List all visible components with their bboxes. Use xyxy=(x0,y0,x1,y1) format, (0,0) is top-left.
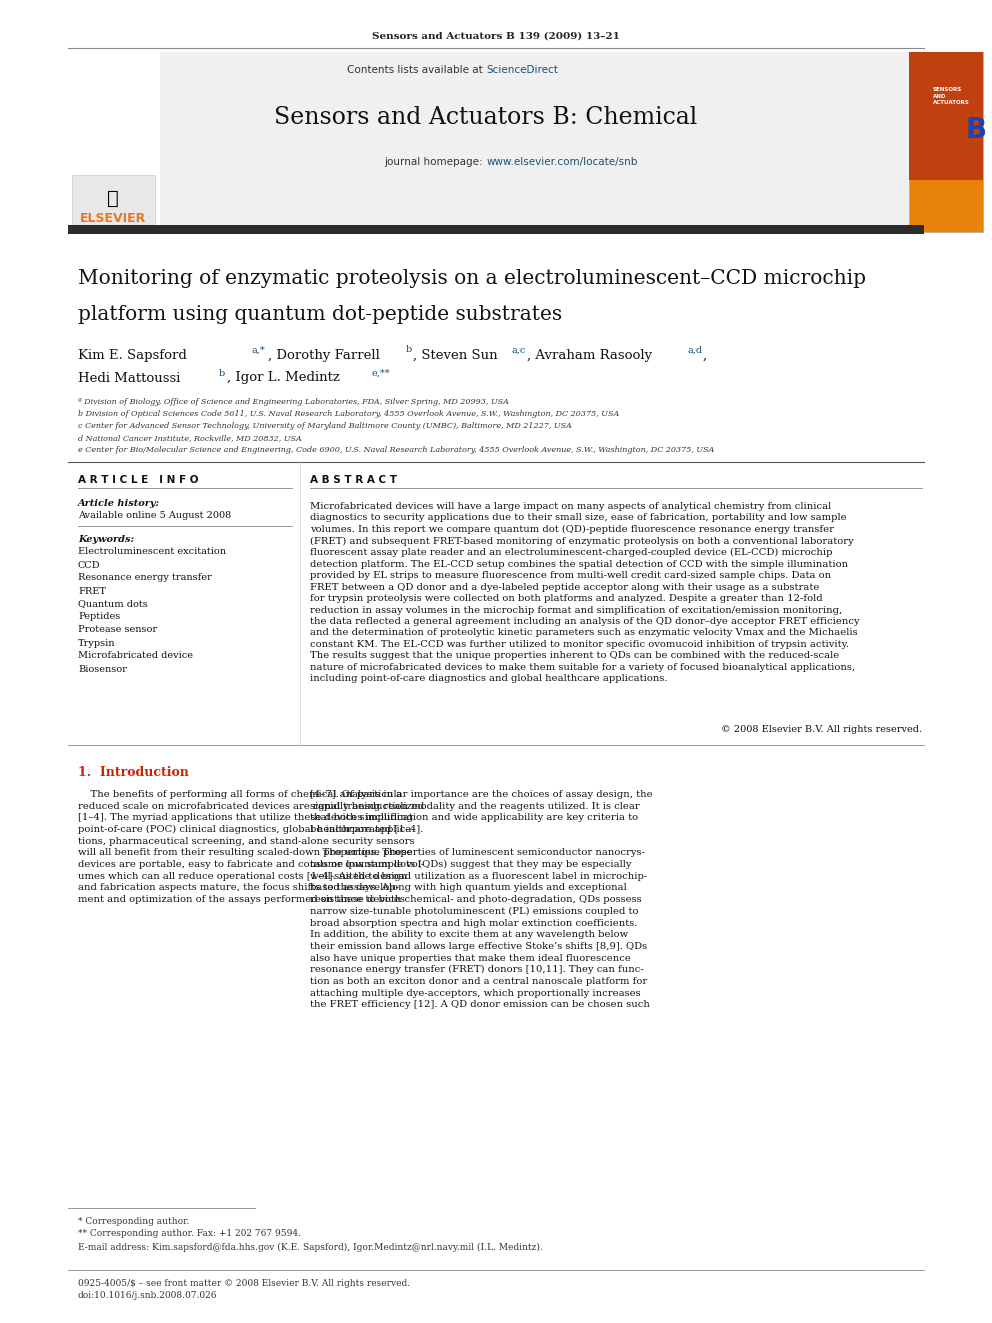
Text: ELSEVIER: ELSEVIER xyxy=(80,212,146,225)
Text: Hedi Mattoussi: Hedi Mattoussi xyxy=(78,372,181,385)
Text: e,**: e,** xyxy=(371,369,390,377)
Text: , Dorothy Farrell: , Dorothy Farrell xyxy=(268,348,380,361)
Text: b: b xyxy=(219,369,225,377)
Text: , Igor L. Medintz: , Igor L. Medintz xyxy=(227,372,340,385)
Text: Article history:: Article history: xyxy=(78,499,160,508)
Text: Microfabricated device: Microfabricated device xyxy=(78,651,193,660)
Text: 1.  Introduction: 1. Introduction xyxy=(78,766,188,779)
Text: FRET: FRET xyxy=(78,586,106,595)
Text: Microfabricated devices will have a large impact on many aspects of analytical c: Microfabricated devices will have a larg… xyxy=(310,501,860,683)
Text: B: B xyxy=(965,116,987,144)
Text: Monitoring of enzymatic proteolysis on a electroluminescent–CCD microchip: Monitoring of enzymatic proteolysis on a… xyxy=(78,269,866,287)
Text: journal homepage:: journal homepage: xyxy=(384,157,486,167)
Bar xyxy=(72,175,155,228)
Text: Keywords:: Keywords: xyxy=(78,534,134,544)
Text: © 2008 Elsevier B.V. All rights reserved.: © 2008 Elsevier B.V. All rights reserved… xyxy=(721,725,922,734)
Text: Sensors and Actuators B: Chemical: Sensors and Actuators B: Chemical xyxy=(275,106,697,130)
Text: Contents lists available at: Contents lists available at xyxy=(347,65,486,75)
Text: doi:10.1016/j.snb.2008.07.026: doi:10.1016/j.snb.2008.07.026 xyxy=(78,1291,217,1301)
Text: [4–7]. Of particular importance are the choices of assay design, the
signal tran: [4–7]. Of particular importance are the … xyxy=(310,790,653,1009)
Text: ScienceDirect: ScienceDirect xyxy=(486,65,558,75)
Text: A R T I C L E   I N F O: A R T I C L E I N F O xyxy=(78,475,198,486)
Text: * Corresponding author.: * Corresponding author. xyxy=(78,1217,189,1225)
Text: A B S T R A C T: A B S T R A C T xyxy=(310,475,397,486)
Text: E-mail address: Kim.sapsford@fda.hhs.gov (K.E. Sapsford), Igor.Medintz@nrl.navy.: E-mail address: Kim.sapsford@fda.hhs.gov… xyxy=(78,1242,543,1252)
Text: ,: , xyxy=(703,348,707,361)
Text: 0925-4005/$ – see front matter © 2008 Elsevier B.V. All rights reserved.: 0925-4005/$ – see front matter © 2008 El… xyxy=(78,1278,410,1287)
Text: platform using quantum dot-peptide substrates: platform using quantum dot-peptide subst… xyxy=(78,304,562,324)
Bar xyxy=(909,52,983,180)
Bar xyxy=(68,225,924,234)
Bar xyxy=(68,52,160,232)
Text: Available online 5 August 2008: Available online 5 August 2008 xyxy=(78,512,231,520)
Text: www.elsevier.com/locate/snb: www.elsevier.com/locate/snb xyxy=(486,157,638,167)
Text: , Steven Sun: , Steven Sun xyxy=(413,348,498,361)
Text: a,c: a,c xyxy=(512,345,527,355)
Text: b: b xyxy=(406,345,413,355)
Text: a,d: a,d xyxy=(688,345,703,355)
Text: Trypsin: Trypsin xyxy=(78,639,115,647)
Bar xyxy=(68,52,909,232)
Text: ** Corresponding author. Fax: +1 202 767 9594.: ** Corresponding author. Fax: +1 202 767… xyxy=(78,1229,301,1238)
Text: a,*: a,* xyxy=(252,345,266,355)
Text: b Division of Optical Sciences Code 5611, U.S. Naval Research Laboratory, 4555 O: b Division of Optical Sciences Code 5611… xyxy=(78,410,619,418)
Text: Protease sensor: Protease sensor xyxy=(78,626,157,635)
Text: Kim E. Sapsford: Kim E. Sapsford xyxy=(78,348,186,361)
Text: d National Cancer Institute, Rockville, MD 20832, USA: d National Cancer Institute, Rockville, … xyxy=(78,434,302,442)
Text: Biosensor: Biosensor xyxy=(78,664,127,673)
Text: SENSORS
AND
ACTUATORS: SENSORS AND ACTUATORS xyxy=(933,87,970,105)
Text: c Center for Advanced Sensor Technology, University of Maryland Baltimore County: c Center for Advanced Sensor Technology,… xyxy=(78,422,571,430)
Text: CCD: CCD xyxy=(78,561,100,569)
Text: Electroluminescent excitation: Electroluminescent excitation xyxy=(78,548,226,557)
Text: , Avraham Rasooly: , Avraham Rasooly xyxy=(527,348,652,361)
Text: Resonance energy transfer: Resonance energy transfer xyxy=(78,573,211,582)
Text: 🌲: 🌲 xyxy=(107,188,119,208)
Text: ª Division of Biology, Office of Science and Engineering Laboratories, FDA, Silv: ª Division of Biology, Office of Science… xyxy=(78,398,509,406)
Bar xyxy=(909,52,983,232)
Text: The benefits of performing all forms of chemical analysis in a
reduced scale on : The benefits of performing all forms of … xyxy=(78,790,425,904)
Text: Peptides: Peptides xyxy=(78,613,120,622)
Text: e Center for Bio/Molecular Science and Engineering, Code 6900, U.S. Naval Resear: e Center for Bio/Molecular Science and E… xyxy=(78,446,714,454)
Text: Quantum dots: Quantum dots xyxy=(78,599,148,609)
Text: Sensors and Actuators B 139 (2009) 13–21: Sensors and Actuators B 139 (2009) 13–21 xyxy=(372,32,620,41)
